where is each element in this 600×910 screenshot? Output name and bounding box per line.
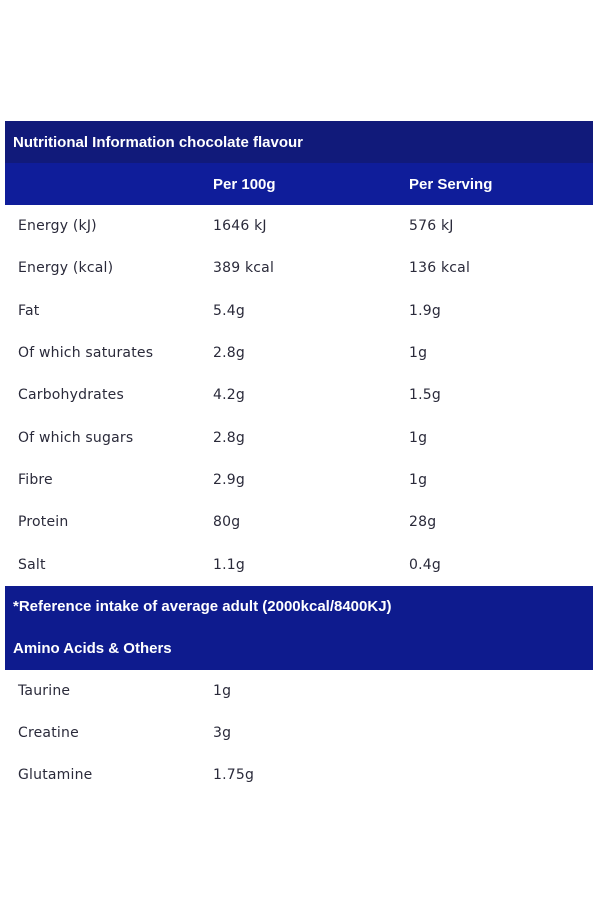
nutrient-name: Energy (kJ)	[18, 218, 97, 235]
per-100g-value: 1.1g	[213, 556, 245, 573]
per-100g-value: 4.2g	[213, 387, 245, 404]
per-100g-value: 1646 kJ	[213, 218, 267, 235]
per-serving-value: 1.9g	[409, 302, 441, 319]
amino-name: Glutamine	[18, 767, 93, 784]
table-row: Fat 5.4g 1.9g	[5, 290, 593, 332]
nutrient-name: Fibre	[18, 471, 53, 488]
per-100g-value: 2.8g	[213, 429, 245, 446]
per-100g-value: 2.9g	[213, 471, 245, 488]
per-serving-value: 0.4g	[409, 556, 441, 573]
per-serving-value: 1g	[409, 429, 428, 446]
header-per-100g: Per 100g	[213, 175, 276, 193]
amino-value: 1g	[213, 682, 232, 699]
table-row: Salt 1.1g 0.4g	[5, 543, 593, 585]
per-serving-value: 1g	[409, 345, 428, 362]
table-row: Energy (kcal) 389 kcal 136 kcal	[5, 247, 593, 289]
per-100g-value: 2.8g	[213, 345, 245, 362]
amino-row: Creatine 3g	[5, 712, 593, 754]
table-row: Protein 80g 28g	[5, 501, 593, 543]
amino-section-header: Amino Acids & Others	[5, 627, 593, 670]
per-serving-value: 576 kJ	[409, 218, 454, 235]
nutrient-name: Salt	[18, 556, 46, 573]
table-row: Fibre 2.9g 1g	[5, 459, 593, 501]
amino-section-title: Amino Acids & Others	[13, 640, 172, 658]
per-serving-value: 136 kcal	[409, 260, 471, 277]
table-row: Of which sugars 2.8g 1g	[5, 416, 593, 458]
per-serving-value: 1g	[409, 471, 428, 488]
nutrient-name: Of which saturates	[18, 345, 154, 362]
amino-name: Taurine	[18, 682, 71, 699]
reference-note-text: *Reference intake of average adult (2000…	[13, 598, 392, 616]
reference-note: *Reference intake of average adult (2000…	[5, 585, 593, 628]
table-row: Carbohydrates 4.2g 1.5g	[5, 374, 593, 416]
per-serving-value: 28g	[409, 514, 437, 531]
header-per-serving: Per Serving	[409, 175, 493, 193]
amino-name: Creatine	[18, 725, 79, 742]
table-title-text: Nutritional Information chocolate flavou…	[13, 133, 304, 151]
table-row: Energy (kJ) 1646 kJ 576 kJ	[5, 205, 593, 247]
amino-value: 3g	[213, 725, 232, 742]
amino-row: Taurine 1g	[5, 670, 593, 712]
per-serving-value: 1.5g	[409, 387, 441, 404]
amino-value: 1.75g	[213, 767, 255, 784]
table-row: Of which saturates 2.8g 1g	[5, 332, 593, 374]
nutrient-name: Fat	[18, 302, 40, 319]
table-header-row: Per 100g Per Serving	[5, 163, 593, 205]
nutrient-name: Of which sugars	[18, 429, 134, 446]
nutrient-name: Energy (kcal)	[18, 260, 114, 277]
per-100g-value: 5.4g	[213, 302, 245, 319]
amino-row: Glutamine 1.75g	[5, 754, 593, 796]
nutrient-name: Carbohydrates	[18, 387, 124, 404]
nutrient-name: Protein	[18, 514, 69, 531]
nutrition-table: Nutritional Information chocolate flavou…	[5, 121, 593, 807]
per-100g-value: 389 kcal	[213, 260, 275, 277]
per-100g-value: 80g	[213, 514, 241, 531]
table-title: Nutritional Information chocolate flavou…	[5, 121, 593, 163]
